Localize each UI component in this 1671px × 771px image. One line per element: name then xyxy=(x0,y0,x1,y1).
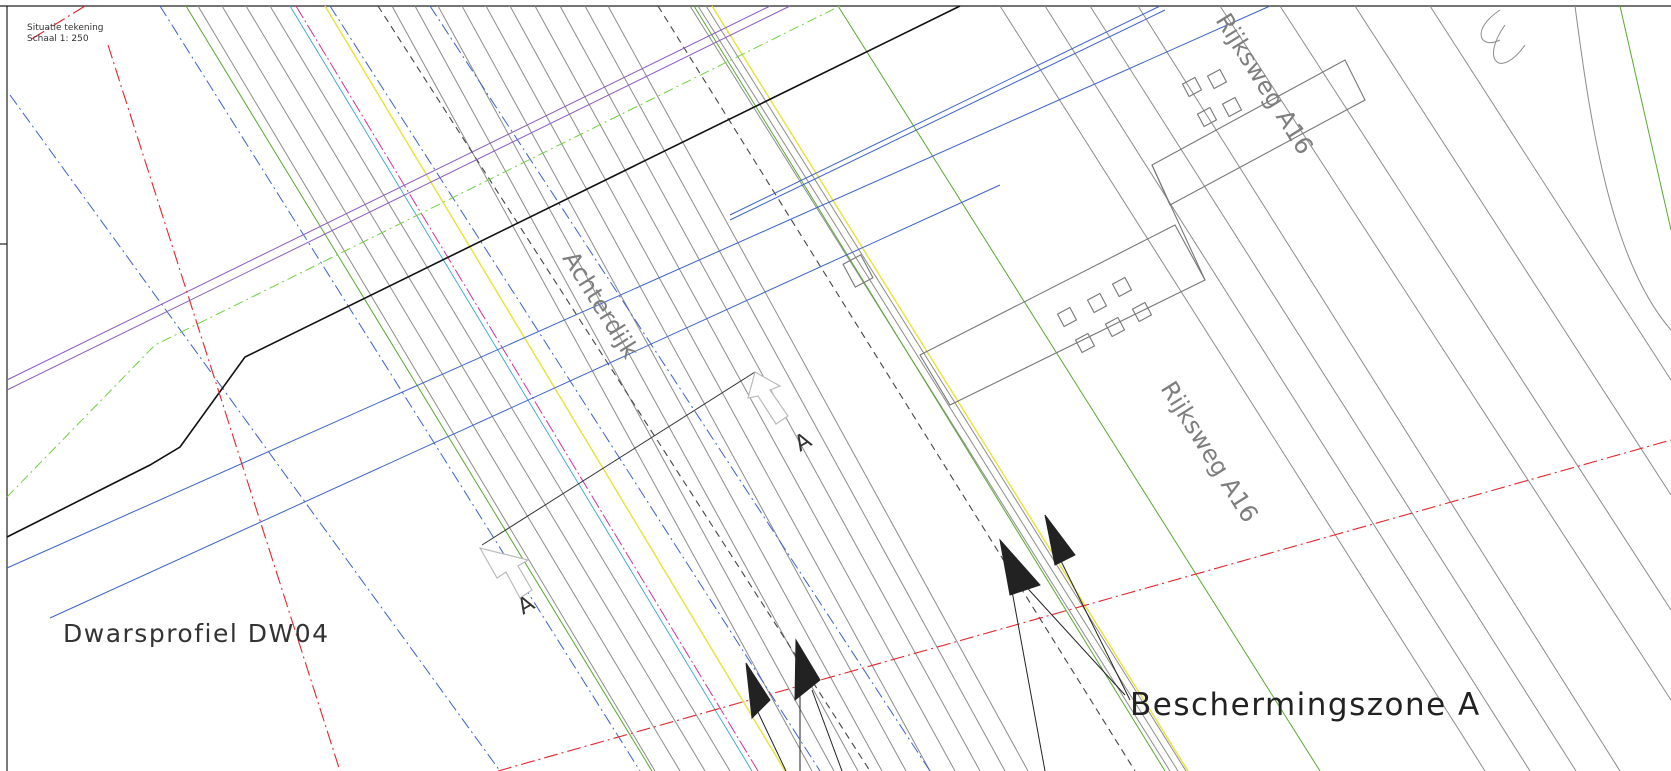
legend-title: Situatie tekening xyxy=(27,23,104,33)
red-pipes xyxy=(29,5,1671,771)
drawing-frame xyxy=(0,5,1671,771)
blue-cables-crossing xyxy=(6,5,1271,619)
black-road-edge xyxy=(6,5,961,538)
protection-zone-label: Beschermingszone A xyxy=(1130,687,1481,723)
section-line xyxy=(481,371,756,546)
profile-title: Dwarsprofiel DW04 xyxy=(63,619,330,648)
cyan-line xyxy=(289,5,753,771)
magenta-line xyxy=(295,5,759,771)
section-arrow-right xyxy=(747,371,789,425)
purple-lines xyxy=(6,5,791,391)
structure-outline xyxy=(842,59,1366,406)
legend-scale: Schaal 1: 250 xyxy=(27,34,89,44)
legend: Situatie tekening Schaal 1: 250 xyxy=(27,23,104,44)
leader-arrows xyxy=(745,514,1131,771)
section-arrow-left xyxy=(478,547,533,599)
dashed-lines xyxy=(377,5,1136,771)
green-lines xyxy=(185,5,1671,771)
yellow-lines xyxy=(324,5,1189,771)
blue-cables-diagonal xyxy=(9,5,931,771)
green-dashed-line xyxy=(6,5,841,498)
